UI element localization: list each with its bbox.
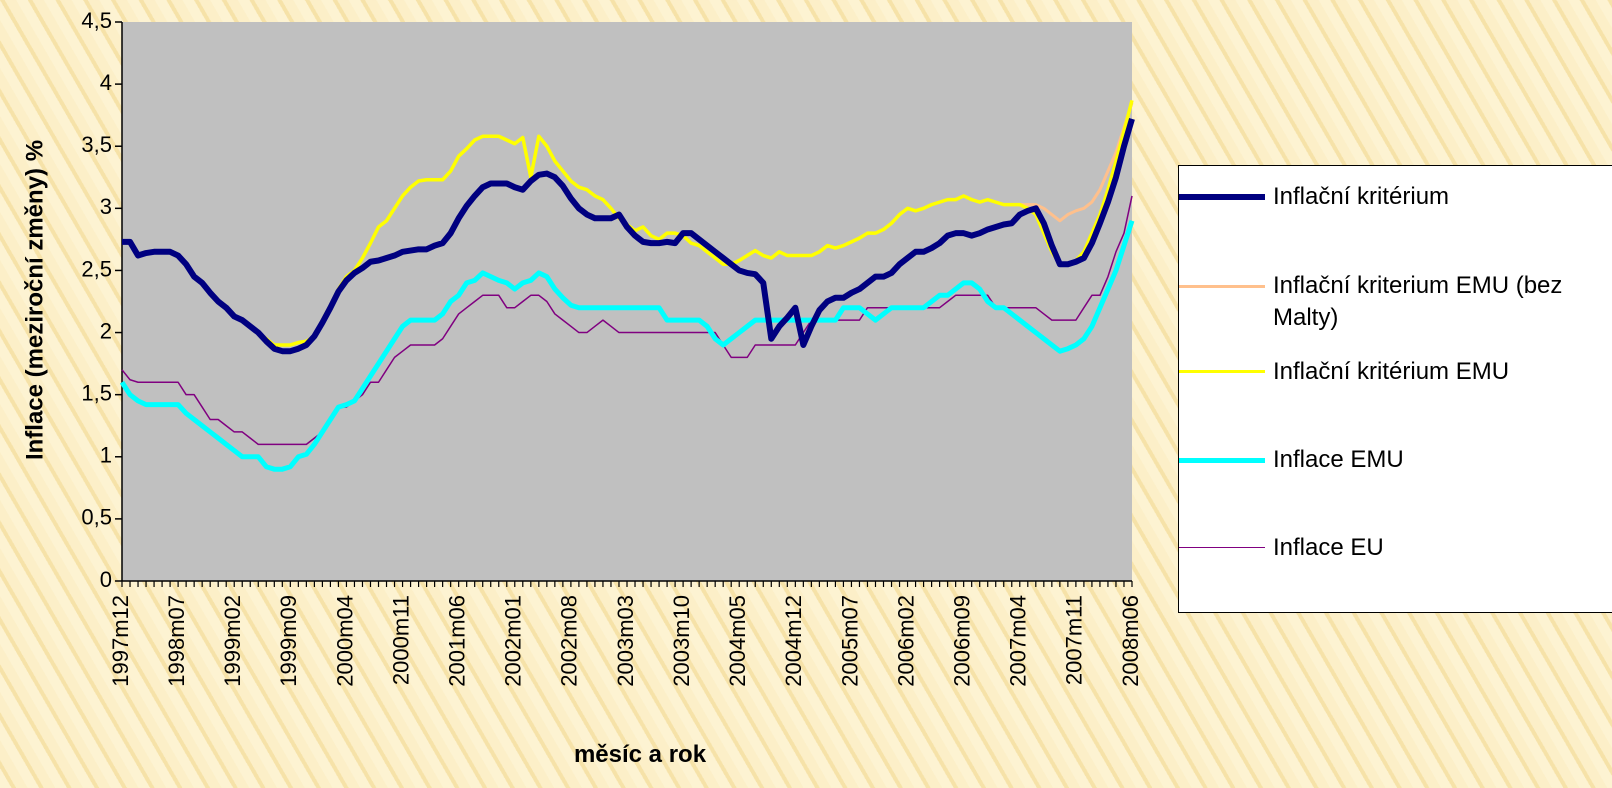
x-tick-label: 2007m04	[1006, 595, 1031, 687]
legend-label: Inflační kriterium EMU (bez Malty)	[1273, 272, 1563, 331]
x-tick-label: 2004m05	[725, 595, 750, 687]
x-tick-label: 2003m10	[669, 595, 694, 687]
legend-entry: Inflační kritérium	[1179, 181, 1603, 213]
y-tick-label: 4	[100, 70, 112, 95]
legend-entry: Inflační kritérium EMU	[1179, 356, 1603, 388]
series-line	[121, 195, 1133, 446]
legend-entry: Inflace EU	[1179, 532, 1603, 564]
legend-swatch	[1179, 284, 1265, 288]
legend-entry: Inflace EMU	[1179, 444, 1603, 476]
x-tick-label: 2007m11	[1062, 595, 1087, 685]
x-tick-label: 2000m11	[388, 595, 413, 685]
series-line	[122, 118, 1135, 355]
y-tick-label: 1	[100, 443, 112, 468]
legend-label: Inflace EU	[1273, 534, 1384, 561]
legend-label: Inflační kritérium	[1273, 183, 1450, 210]
x-tick-label: 1999m02	[220, 595, 245, 687]
x-tick-label: 2004m12	[781, 595, 806, 687]
y-tick-label: 0	[100, 567, 112, 592]
x-tick-label: 1997m12	[108, 595, 133, 687]
legend-swatch	[1179, 457, 1265, 463]
x-tick-label: 2005m07	[837, 595, 862, 687]
series-line	[119, 219, 1135, 472]
x-tick-label: 2008m06	[1118, 595, 1143, 687]
y-tick-label: 2,5	[81, 256, 112, 281]
x-tick-label: 2000m04	[332, 595, 357, 687]
plot-area	[122, 22, 1132, 581]
y-axis-title: Inflace (meziroční změny) %	[21, 140, 48, 460]
x-tick-label: 2003m03	[613, 595, 638, 687]
x-tick-label: 2006m09	[949, 595, 974, 687]
legend-swatch	[1179, 370, 1265, 374]
legend: Inflační kritérium Inflační kriterium EMU…	[1178, 165, 1612, 613]
legend-swatch	[1179, 194, 1265, 200]
y-tick-label: 1,5	[81, 380, 112, 405]
x-tick-label: 2006m02	[893, 595, 918, 687]
x-axis-title: měsíc a rok	[574, 741, 707, 768]
y-tick-label: 3	[100, 194, 112, 219]
x-tick-label: 2002m08	[557, 595, 582, 687]
legend-label: Inflační kritérium EMU	[1273, 358, 1510, 385]
x-tick-label: 1998m07	[164, 595, 189, 687]
legend-entry: Inflační kriterium EMU (bez Malty)	[1179, 270, 1603, 334]
y-tick-label: 0,5	[81, 505, 112, 530]
x-tick-label: 2001m06	[444, 595, 469, 687]
y-tick-label: 4,5	[81, 8, 112, 33]
x-tick-label: 1999m09	[276, 595, 301, 687]
y-tick-label: 3,5	[81, 132, 112, 157]
x-tick-label: 2002m01	[501, 595, 526, 687]
legend-swatch	[1179, 547, 1265, 549]
y-tick-label: 2	[100, 318, 112, 343]
legend-label: Inflace EMU	[1273, 446, 1404, 473]
